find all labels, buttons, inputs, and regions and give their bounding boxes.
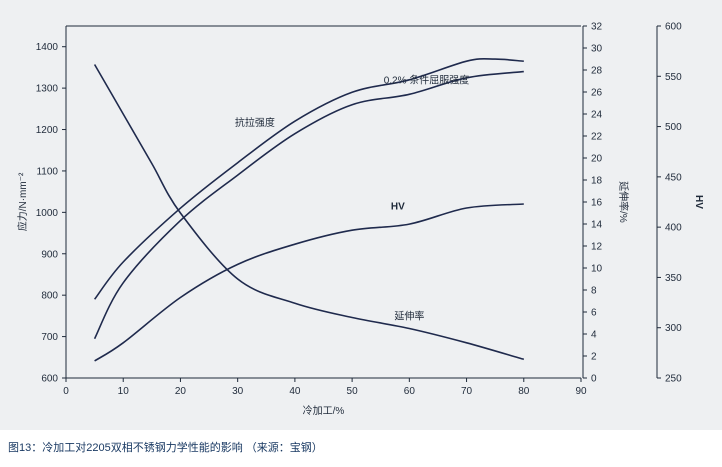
series-line-1 xyxy=(93,70,524,340)
series-line-3 xyxy=(93,64,525,361)
x-tick-label: 50 xyxy=(347,386,359,397)
y-hv-axis-label: HV xyxy=(693,195,704,209)
y-elongation-tick-label: 22 xyxy=(591,132,603,143)
figure-caption: 图13：冷加工对2205双相不锈钢力学性能的影响 （来源：宝钢） xyxy=(8,442,323,454)
y-stress-axis-label: 应力/N·mm⁻² xyxy=(16,172,29,231)
x-tick-label: 0 xyxy=(63,386,69,397)
y-elongation-tick-label: 2 xyxy=(591,352,597,363)
y-elongation-tick-label: 8 xyxy=(591,286,597,297)
y-elongation-tick-label: 6 xyxy=(591,308,597,319)
line-chart: 0 10 20 30 40 50 60 70 80 90冷加工/%6007008009001000… xyxy=(16,22,704,418)
y-elongation-tick-label: 4 xyxy=(591,330,597,341)
y-elongation-tick-label: 30 xyxy=(591,44,603,55)
y-hv-tick-label: 300 xyxy=(665,323,682,334)
y-stress-tick-label: 700 xyxy=(41,332,58,343)
series-label-1: 0.2% 条件屈服强度 xyxy=(384,73,470,86)
x-tick-label: 10 xyxy=(118,386,130,397)
y-hv-tick-label: 600 xyxy=(665,22,682,33)
y-stress-tick-label: 1300 xyxy=(36,84,59,95)
y-elongation-tick-label: 10 xyxy=(591,264,603,275)
y-hv-tick-label: 350 xyxy=(665,273,682,284)
y-stress-tick-label: 1400 xyxy=(36,42,59,53)
x-tick-label: 60 xyxy=(404,386,416,397)
y-stress-tick-label: 1000 xyxy=(36,208,59,219)
series-label-2: HV xyxy=(391,201,405,212)
y-hv-tick-label: 500 xyxy=(665,122,682,133)
y-elongation-tick-label: 14 xyxy=(591,220,603,231)
y-hv-tick-label: 400 xyxy=(665,223,682,234)
y-elongation-tick-label: 20 xyxy=(591,154,603,165)
plot-panel xyxy=(0,0,722,430)
y-stress-tick-label: 600 xyxy=(41,374,58,385)
x-tick-label: 30 xyxy=(232,386,244,397)
y-elongation-tick-label: 28 xyxy=(591,66,603,77)
series-label-3: 延伸率 xyxy=(394,310,424,323)
y-elongation-tick-label: 26 xyxy=(591,88,603,99)
y-hv-tick-label: 550 xyxy=(665,72,682,83)
x-axis-label: 冷加工/% xyxy=(303,404,345,417)
y-elongation-axis-label: 延伸率/% xyxy=(617,181,630,223)
y-elongation-tick-label: 32 xyxy=(591,22,603,33)
series-line-0 xyxy=(93,58,524,300)
y-elongation-tick-label: 24 xyxy=(591,110,603,121)
y-hv-tick-label: 250 xyxy=(665,374,682,385)
x-tick-label: 80 xyxy=(518,386,530,397)
x-tick-label: 70 xyxy=(461,386,473,397)
series-line-2 xyxy=(94,203,524,362)
y-stress-tick-label: 1100 xyxy=(36,166,58,177)
y-elongation-tick-label: 12 xyxy=(591,242,603,253)
y-elongation-tick-label: 0 xyxy=(591,374,597,385)
y-stress-tick-label: 1200 xyxy=(36,125,59,136)
y-elongation-tick-label: 16 xyxy=(591,198,603,209)
y-stress-tick-label: 800 xyxy=(41,291,58,302)
y-stress-tick-label: 900 xyxy=(41,249,58,260)
series-label-0: 抗拉强度 xyxy=(235,116,275,129)
x-tick-label: 20 xyxy=(175,386,187,397)
x-tick-label: 90 xyxy=(575,386,587,397)
y-elongation-tick-label: 18 xyxy=(591,176,603,187)
y-hv-tick-label: 450 xyxy=(665,172,682,183)
x-tick-label: 40 xyxy=(289,386,301,397)
